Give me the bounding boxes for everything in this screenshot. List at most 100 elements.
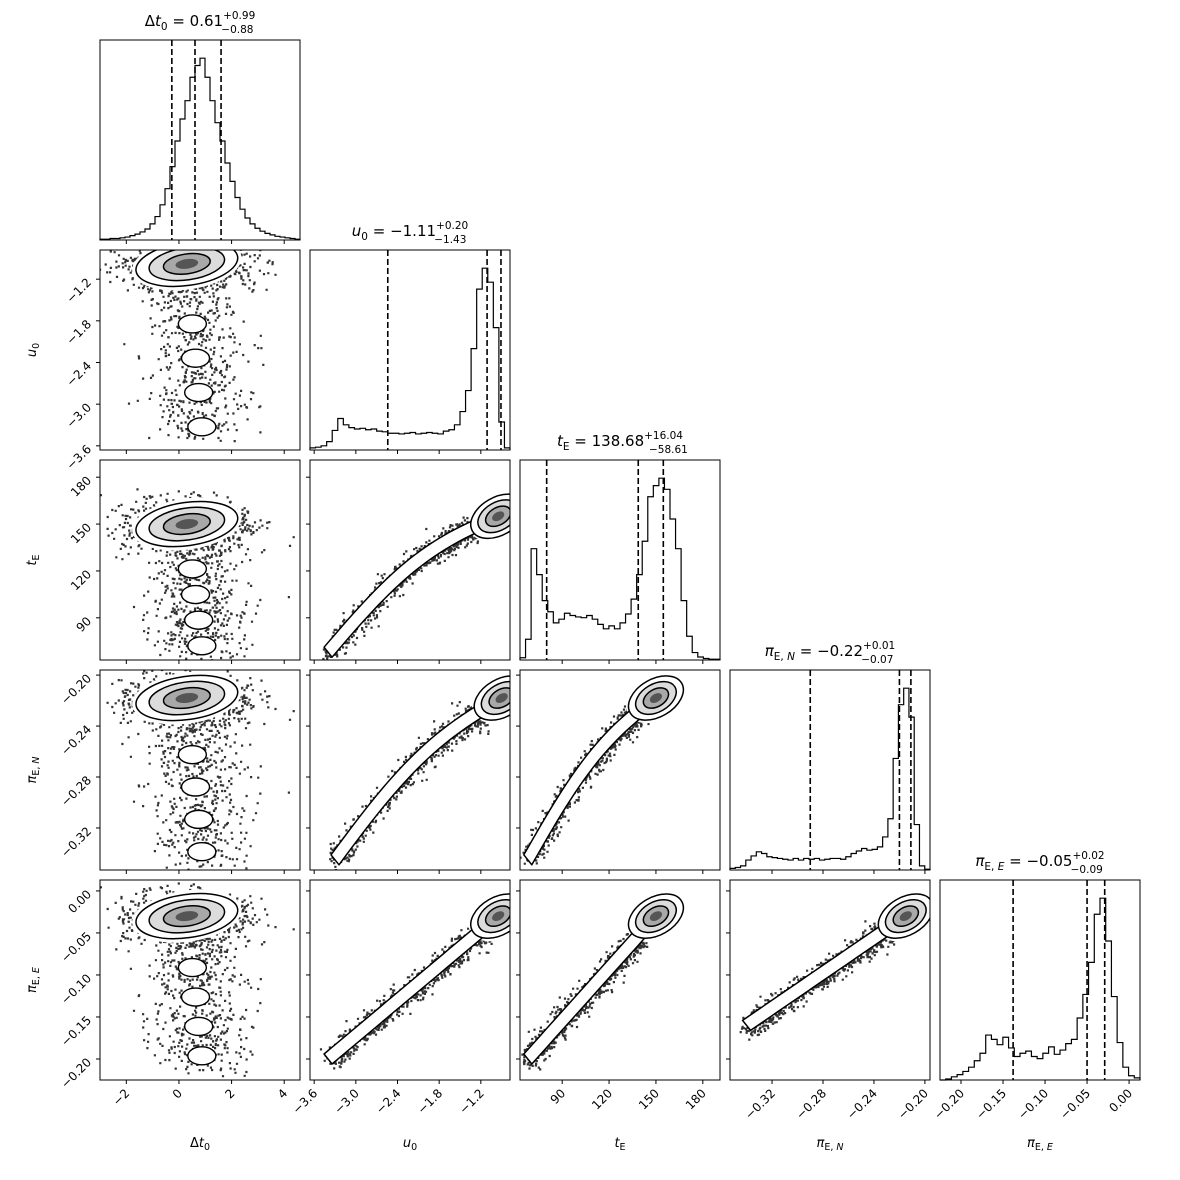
y-tick-label-piEN: −0.32 — [58, 824, 94, 860]
histogram-title-minus-u0: −1.43 — [434, 234, 466, 246]
x-tick-label-piEE: −0.15 — [973, 1086, 1009, 1122]
scatter-points — [100, 882, 295, 1078]
x-tick-label-u0: −2.4 — [373, 1086, 404, 1117]
y-tick-label-u0: −1.8 — [64, 317, 95, 348]
x-tick-label-piEN: −0.28 — [793, 1086, 829, 1122]
panel-frame — [309, 669, 511, 871]
panel-frame — [309, 459, 511, 661]
density-contour-3 — [175, 258, 199, 269]
tail-contours — [177, 744, 217, 862]
x-tick-label-piEN: −0.32 — [742, 1086, 778, 1122]
x-axis-label-tE: tE — [614, 1136, 625, 1153]
y-tick-label-u0: −3.6 — [64, 442, 95, 473]
density-tE-piEN — [520, 672, 686, 866]
panel-frame — [99, 39, 301, 241]
histogram-title-piEN: πE, N = −0.22+0.01 — [765, 640, 895, 663]
histogram-title-tE: tE = 138.68+16.04 — [557, 430, 683, 453]
panel-u0-vs-piEN — [309, 669, 511, 871]
density-contour-3 — [649, 911, 663, 922]
histogram-title-minus-piEN: −0.07 — [861, 654, 893, 666]
x-tick-label-u0: −1.8 — [415, 1086, 446, 1117]
density-piEN-piEE — [739, 891, 930, 1041]
density-contour-3 — [492, 511, 505, 522]
x-axis-label-u0: u0 — [403, 1136, 417, 1153]
histogram-title-minus-dt0: −0.88 — [221, 24, 253, 36]
x-tick-label-piEE: −0.10 — [1015, 1086, 1051, 1122]
panel-frame — [99, 459, 301, 661]
y-tick-label-piEN: −0.24 — [58, 722, 94, 758]
histogram-title-minus-piEE: −0.09 — [1071, 864, 1103, 876]
x-axis-label-dt0: Δt0 — [190, 1136, 210, 1153]
y-tick-label-u0: −3.0 — [64, 400, 95, 431]
y-tick-label-piEE: −0.05 — [58, 929, 94, 965]
tail-contours — [177, 559, 217, 656]
x-tick-label-dt0: 4 — [275, 1086, 290, 1101]
density-contour-3 — [175, 693, 199, 704]
y-tick-label-tE: 150 — [68, 520, 94, 546]
y-tick-label-piEN: −0.28 — [58, 773, 94, 809]
panel-dt0-vs-piEN — [99, 669, 301, 871]
density-dt0-u0 — [100, 250, 277, 443]
panel-frame — [309, 249, 511, 451]
x-tick-label-piEN: −0.24 — [844, 1086, 880, 1122]
tail-contours — [177, 957, 217, 1066]
x-tick-label-u0: −3.6 — [290, 1086, 321, 1117]
panel-tE-vs-piEE — [519, 879, 721, 1081]
y-tick-label-piEE: 0.00 — [65, 887, 94, 916]
x-tick-label-tE: 120 — [589, 1086, 615, 1112]
density-contour-3 — [649, 693, 663, 703]
panel-dt0-vs-piEE — [99, 879, 301, 1081]
scatter-points — [322, 502, 510, 660]
panel-frame — [519, 879, 721, 1081]
y-tick-label-tE: 120 — [68, 567, 94, 593]
density-dt0-piEN — [100, 670, 295, 870]
x-tick-label-u0: −3.0 — [331, 1086, 362, 1117]
x-tick-label-piEE: 0.00 — [1106, 1086, 1135, 1115]
y-tick-label-u0: −2.4 — [64, 359, 95, 390]
y-axis-label-piEE: πE, E — [25, 967, 42, 993]
density-contour-3 — [175, 911, 199, 922]
histogram-dt0: Δt0 = 0.61+0.99−0.88 — [99, 10, 301, 241]
histogram-u0: u0 = −1.11+0.20−1.43 — [309, 220, 511, 451]
density-contour-3 — [899, 911, 912, 922]
density-contour-3 — [492, 911, 505, 922]
histogram-step-tE — [519, 477, 721, 660]
histogram-step-u0 — [309, 267, 511, 450]
x-tick-label-u0: −1.2 — [456, 1086, 487, 1117]
ridge-contour — [330, 692, 507, 866]
histogram-piEN: πE, N = −0.22+0.01−0.07 — [729, 640, 931, 871]
panel-frame — [519, 459, 721, 661]
density-dt0-tE — [100, 488, 295, 660]
y-tick-label-piEE: −0.15 — [58, 1013, 94, 1049]
panel-frame — [939, 879, 1141, 1081]
y-axis-label-piEN: πE, N — [25, 757, 42, 784]
x-tick-label-dt0: 2 — [222, 1086, 237, 1101]
panel-frame — [309, 879, 511, 1081]
histogram-tE: tE = 138.68+16.04−58.61 — [519, 430, 721, 661]
histogram-title-dt0: Δt0 = 0.61+0.99 — [145, 10, 256, 33]
x-tick-label-dt0: 0 — [170, 1086, 185, 1101]
y-tick-label-u0: −1.2 — [64, 275, 95, 306]
x-tick-label-tE: 150 — [636, 1086, 662, 1112]
panel-frame — [99, 879, 301, 1081]
panel-frame — [729, 669, 931, 871]
panel-frame — [99, 249, 301, 451]
histogram-piEE: πE, E = −0.05+0.02−0.09 — [939, 850, 1141, 1081]
histogram-title-u0: u0 = −1.11+0.20 — [352, 220, 468, 243]
panel-frame — [729, 879, 931, 1081]
ridge-contour — [523, 910, 661, 1065]
y-axis-label-u0: u0 — [25, 343, 42, 357]
x-axis-label-piEE: πE, E — [1027, 1136, 1053, 1153]
density-u0-piEN — [329, 672, 510, 870]
histogram-title-minus-tE: −58.61 — [649, 444, 688, 456]
y-axis-label-tE: tE — [25, 554, 42, 565]
histogram-step-dt0 — [99, 57, 301, 240]
x-tick-label-tE: 180 — [683, 1086, 709, 1112]
density-contour-3 — [175, 519, 199, 530]
x-tick-label-dt0: −2 — [110, 1086, 132, 1108]
density-u0-tE — [322, 491, 510, 660]
y-tick-label-piEE: −0.10 — [58, 971, 94, 1007]
ridge-contour — [741, 910, 911, 1032]
y-tick-label-piEN: −0.20 — [58, 671, 94, 707]
